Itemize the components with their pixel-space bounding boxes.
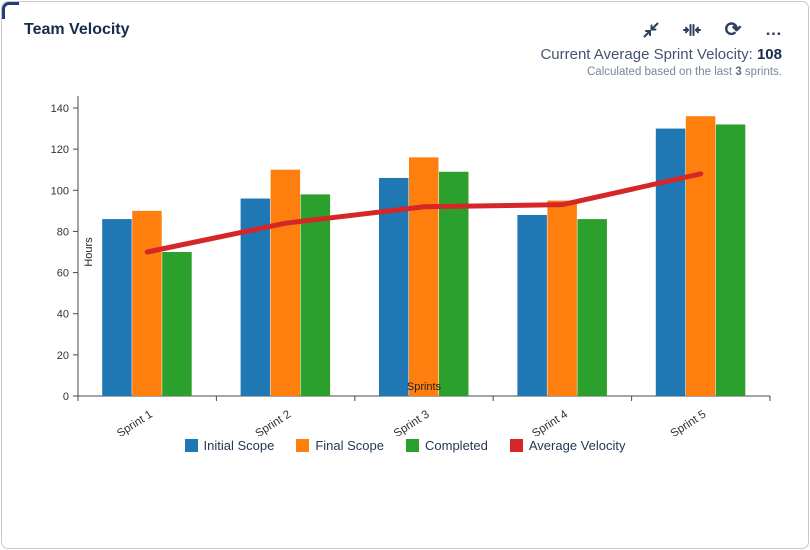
- velocity-summary-subtitle: Calculated based on the last 3 sprints.: [2, 66, 782, 78]
- y-tick-label: 80: [57, 226, 69, 238]
- y-tick-label: 100: [51, 185, 69, 197]
- bar: [715, 124, 746, 396]
- bar: [409, 157, 439, 396]
- y-tick-label: 0: [63, 391, 69, 403]
- x-tick-label: Sprint 5: [669, 408, 709, 436]
- velocity-chart: 0 20 40 60 80 100 120 140 Sprint 1 Sprint 2 Sprint…: [51, 96, 771, 436]
- bar: [685, 116, 716, 396]
- bar: [102, 219, 132, 396]
- subtitle-sprint-count: 3: [735, 66, 742, 78]
- y-axis-label: Hours: [83, 237, 95, 267]
- bar: [655, 128, 686, 397]
- legend-swatch: [184, 439, 198, 452]
- legend-item-final-scope: Final Scope: [296, 438, 384, 453]
- legend-item-completed: Completed: [406, 438, 488, 453]
- y-tick-label: 40: [57, 309, 69, 321]
- bar: [270, 169, 301, 396]
- compress-horizontal-icon[interactable]: [682, 20, 702, 40]
- page-title: Team Velocity: [24, 21, 130, 38]
- more-options-icon[interactable]: …: [764, 20, 784, 40]
- velocity-summary-value: 108: [756, 46, 782, 63]
- average-velocity-line: [144, 171, 704, 255]
- bar: [517, 214, 547, 396]
- legend-label: Completed: [425, 438, 488, 453]
- bar: [300, 194, 331, 396]
- subtitle-prefix: Calculated based on the last: [587, 66, 736, 78]
- y-tick-label: 120: [51, 144, 69, 156]
- legend-swatch: [296, 439, 310, 452]
- x-tick-label: Sprint 3: [392, 408, 432, 436]
- velocity-summary-label: Current Average Sprint Velocity:: [540, 46, 757, 63]
- bar: [132, 210, 162, 396]
- refresh-glyph: ⟳: [724, 19, 742, 41]
- bar: [162, 252, 192, 396]
- velocity-summary-main: Current Average Sprint Velocity: 108: [2, 46, 782, 63]
- gadget-header: Team Velocity ⟳ …: [2, 2, 808, 44]
- bars-initial-scope: [102, 128, 686, 397]
- more-glyph: …: [765, 19, 783, 39]
- legend-swatch: [406, 439, 419, 452]
- refresh-icon[interactable]: ⟳: [723, 20, 743, 40]
- legend-item-initial-scope: Initial Scope: [184, 438, 275, 453]
- collapse-diagonal-icon[interactable]: [641, 20, 661, 40]
- bar: [547, 200, 577, 396]
- bars-final-scope: [132, 116, 716, 396]
- bars-completed: [162, 124, 746, 396]
- legend-label: Final Scope: [315, 438, 384, 453]
- bar: [439, 171, 469, 396]
- legend-item-average-velocity: Average Velocity: [509, 438, 626, 453]
- legend-label: Initial Scope: [203, 438, 275, 453]
- x-axis-label: Sprints: [407, 381, 442, 393]
- x-tick-label: Sprint 1: [115, 408, 155, 436]
- legend-label: Average Velocity: [528, 438, 626, 453]
- y-tick-label: 60: [57, 268, 69, 280]
- chart-legend: Initial Scope Final Scope Completed Average…: [2, 438, 808, 453]
- y-tick-label: 140: [51, 103, 69, 115]
- x-tick-label: Sprint 4: [530, 408, 570, 436]
- bar: [577, 219, 607, 396]
- gadget-toolbar: ⟳ …: [641, 20, 784, 40]
- velocity-summary: Current Average Sprint Velocity: 108 Cal…: [2, 44, 808, 78]
- bar: [379, 177, 409, 396]
- subtitle-suffix: sprints.: [741, 66, 782, 78]
- y-tick-label: 20: [57, 350, 69, 362]
- x-tick-label: Sprint 2: [253, 408, 293, 436]
- legend-swatch: [509, 439, 523, 452]
